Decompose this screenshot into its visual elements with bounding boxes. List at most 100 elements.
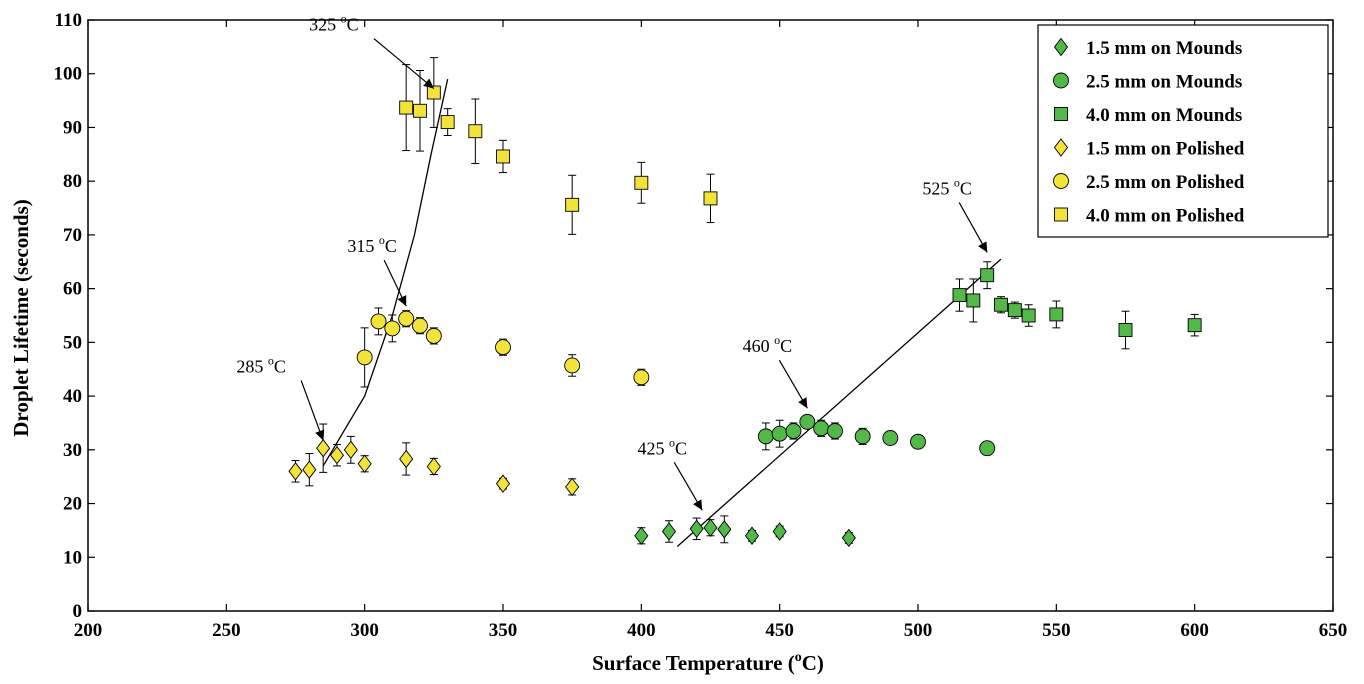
point-1-5-mm-on-mounds [772,522,787,541]
point-2-5-mm-on-polished [425,327,442,344]
legend-marker [1053,72,1069,89]
x-axis-ticks: 200 250 300 350 400 450 500 550 600 650 [74,20,1348,641]
y-tick-label: 60 [63,279,82,300]
point-4-0-mm-on-polished [440,115,455,130]
point-2-5-mm-on-polished [398,310,415,327]
point-2-5-mm-on-mounds [799,413,816,430]
legend-marker [1053,37,1069,57]
legend-marker [1054,207,1068,222]
legend-entry: 4.0 mm on Polished [1086,206,1245,227]
point-2-5-mm-on-mounds [910,433,926,450]
x-tick-label: 450 [765,620,794,641]
legend-box [1037,24,1329,238]
point-4-0-mm-on-mounds [980,268,995,283]
point-1-5-mm-on-mounds [717,520,732,539]
point-2-5-mm-on-mounds [827,423,843,439]
point-2-5-mm-on-mounds [785,423,802,439]
y-tick-label: 10 [63,547,82,568]
annotation-arrow [300,380,324,441]
legend-entry: 1.5 mm on Polished [1086,139,1245,160]
point-1-5-mm-on-polished [343,440,358,460]
annotation-label: 460 oC [743,333,793,356]
x-axis-label-unit-open: ( [788,651,795,675]
x-tick-label: 500 [904,620,933,641]
point-2-5-mm-on-polished [495,339,511,356]
point-1-5-mm-on-polished [316,438,331,458]
point-1-5-mm-on-mounds [689,519,704,539]
x-tick-label: 400 [627,620,656,641]
y-axis-label: Droplet Lifetime (seconds) [9,199,33,437]
x-tick-label: 550 [1042,620,1071,641]
point-2-5-mm-on-polished [633,369,650,386]
point-4-0-mm-on-polished [468,124,483,139]
x-axis-label: Surface Temperature (oC) [592,650,824,675]
point-4-0-mm-on-polished [496,149,510,164]
point-1-5-mm-on-mounds [703,518,718,537]
legend: 1.5 mm on Mounds 2.5 mm on Mounds 4.0 mm o… [1037,24,1329,238]
y-tick-label: 110 [55,10,82,31]
annotation-arrowhead [315,429,325,441]
point-4-0-mm-on-polished [703,191,718,206]
point-2-5-mm-on-polished [564,357,581,374]
legend-entry: 1.5 mm on Mounds [1086,38,1242,59]
point-4-0-mm-on-polished [413,103,427,118]
point-4-0-mm-on-mounds [1007,303,1022,318]
point-1-5-mm-on-polished [302,460,317,479]
point-4-0-mm-on-polished [426,85,441,100]
annotation-arrowhead [693,499,703,511]
y-tick-label: 100 [54,64,83,85]
annotation-arrowhead [397,295,407,307]
point-2-5-mm-on-mounds [757,428,774,445]
point-1-5-mm-on-polished [399,449,414,469]
point-1-5-mm-on-mounds [661,522,677,541]
x-tick-label: 250 [212,620,241,641]
x-tick-label: 650 [1319,620,1348,641]
x-tick-label: 600 [1180,620,1209,641]
point-1-5-mm-on-polished [426,457,441,476]
x-axis-label-unit-close: C) [802,651,824,675]
x-tick-label: 200 [74,620,103,641]
y-axis-ticks: 0 10 20 30 40 50 60 70 80 90 100 110 [54,10,1333,622]
point-4-0-mm-on-mounds [1118,323,1133,337]
annotation-label: 285 oC [236,353,286,376]
point-4-0-mm-on-mounds [952,288,967,303]
plot-frame [87,19,1334,612]
point-1-5-mm-on-polished [357,454,372,474]
point-2-5-mm-on-polished [412,317,428,334]
fit-line-2 [676,258,1002,548]
legend-marker [1053,138,1069,157]
point-2-5-mm-on-mounds [771,425,788,442]
point-4-0-mm-on-polished [634,175,649,190]
point-1-5-mm-on-polished [288,462,303,481]
x-axis-label-degree: o [795,650,802,665]
point-2-5-mm-on-mounds [882,430,899,446]
x-axis-label-text: Surface Temperature [592,651,782,675]
legend-entry: 4.0 mm on Mounds [1086,105,1242,126]
y-tick-label: 40 [63,386,82,407]
x-tick-label: 350 [489,620,518,641]
y-tick-label: 20 [63,494,82,515]
point-2-5-mm-on-mounds [979,440,996,457]
y-tick-label: 50 [63,332,82,353]
x-tick-label: 300 [350,620,379,641]
point-1-5-mm-on-mounds [841,528,856,548]
point-4-0-mm-on-mounds [966,293,981,308]
point-2-5-mm-on-polished [370,313,387,330]
legend-entry: 2.5 mm on Mounds [1086,72,1242,93]
annotation-arrowhead [423,78,434,89]
fit-line-1 [322,78,449,467]
annotation-arrow [373,38,435,89]
y-tick-label: 30 [63,440,82,461]
point-4-0-mm-on-mounds [1187,318,1202,333]
y-tick-label: 90 [63,117,82,138]
annotation-label: 525 oC [922,175,972,198]
annotation-label: 315 oC [347,233,397,256]
legend-marker [1054,107,1068,121]
legend-marker [1053,173,1069,189]
point-1-5-mm-on-polished [329,445,345,465]
point-4-0-mm-on-polished [565,197,580,212]
point-2-5-mm-on-polished [356,349,373,366]
point-4-0-mm-on-polished [399,100,414,115]
annotation-arrowhead [798,397,808,409]
